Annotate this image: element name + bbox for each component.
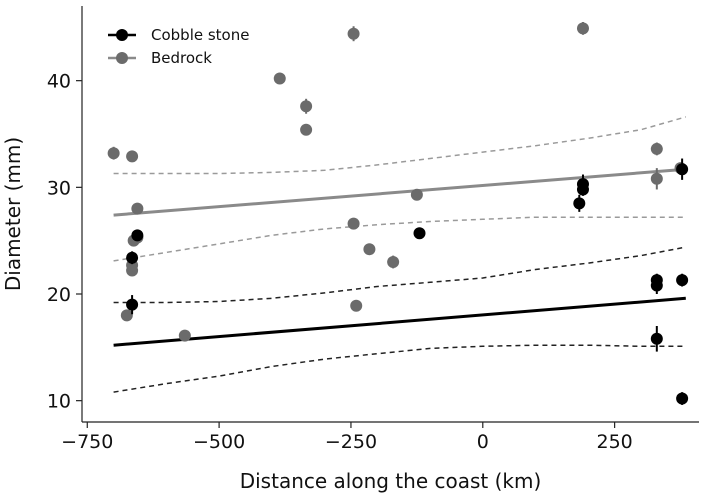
cobble-stone-point	[126, 298, 139, 311]
bedrock-trend-line	[113, 167, 686, 217]
bedrock-point	[131, 202, 144, 215]
bedrock-point	[300, 123, 313, 136]
bedrock-point	[178, 329, 191, 342]
x-tick-label: 0	[477, 431, 489, 453]
cobble-stone-point	[131, 229, 144, 242]
cobble-stone-point	[676, 163, 689, 176]
y-tick-label: 20	[47, 284, 71, 306]
legend-label-cobble-stone: Cobble stone	[151, 26, 249, 44]
y-tick-label: 10	[47, 391, 71, 413]
bedrock-point	[347, 217, 360, 230]
bedrock-point	[650, 142, 663, 155]
ticks: −750 −500 −250 0 250 10 20 30 40	[47, 71, 633, 453]
plot-area	[107, 22, 689, 405]
bedrock-point	[120, 309, 133, 322]
bedrock-point	[347, 27, 360, 40]
x-axis-title: Distance along the coast (km)	[240, 469, 542, 493]
y-tick-label: 40	[47, 71, 71, 93]
y-tick-label: 30	[47, 177, 71, 199]
cobble-stone-point	[576, 178, 589, 191]
legend-marker-cobble-stone	[116, 29, 128, 41]
x-tick-label: 250	[596, 431, 632, 453]
cobble-stone-point	[676, 274, 689, 287]
bedrock-point	[576, 22, 589, 35]
cobble-stone-point	[413, 227, 426, 240]
bedrock-point	[273, 72, 286, 85]
x-tick-label: −250	[325, 431, 377, 453]
bedrock-point	[107, 147, 120, 160]
cobble-stone-point	[573, 197, 586, 210]
bedrock-point	[650, 172, 663, 185]
y-axis-title: Diameter (mm)	[1, 137, 25, 291]
legend: Cobble stone Bedrock	[108, 26, 249, 67]
bedrock-point	[410, 188, 423, 201]
legend-label-bedrock: Bedrock	[151, 49, 212, 67]
bedrock-point	[387, 256, 400, 268]
bedrock-point	[363, 243, 376, 256]
cobble-stone-point	[126, 251, 139, 264]
bedrock-ci-lower	[113, 216, 686, 262]
cobble-stone-ci-lower	[113, 344, 686, 393]
legend-marker-bedrock	[116, 52, 128, 64]
axes	[81, 6, 699, 423]
cobble-stone-point	[650, 274, 663, 287]
bedrock-point	[300, 100, 313, 113]
cobble-stone-point	[650, 332, 663, 345]
bedrock-ci-upper	[113, 116, 687, 175]
cobble-stone-trend-line	[113, 296, 686, 347]
bedrock-point	[350, 299, 363, 312]
x-tick-label: −500	[193, 431, 245, 453]
cobble-stone-point	[676, 392, 689, 405]
cobble-stone-ci-upper	[113, 246, 686, 304]
bedrock-point	[126, 150, 139, 163]
x-tick-label: −750	[61, 431, 113, 453]
